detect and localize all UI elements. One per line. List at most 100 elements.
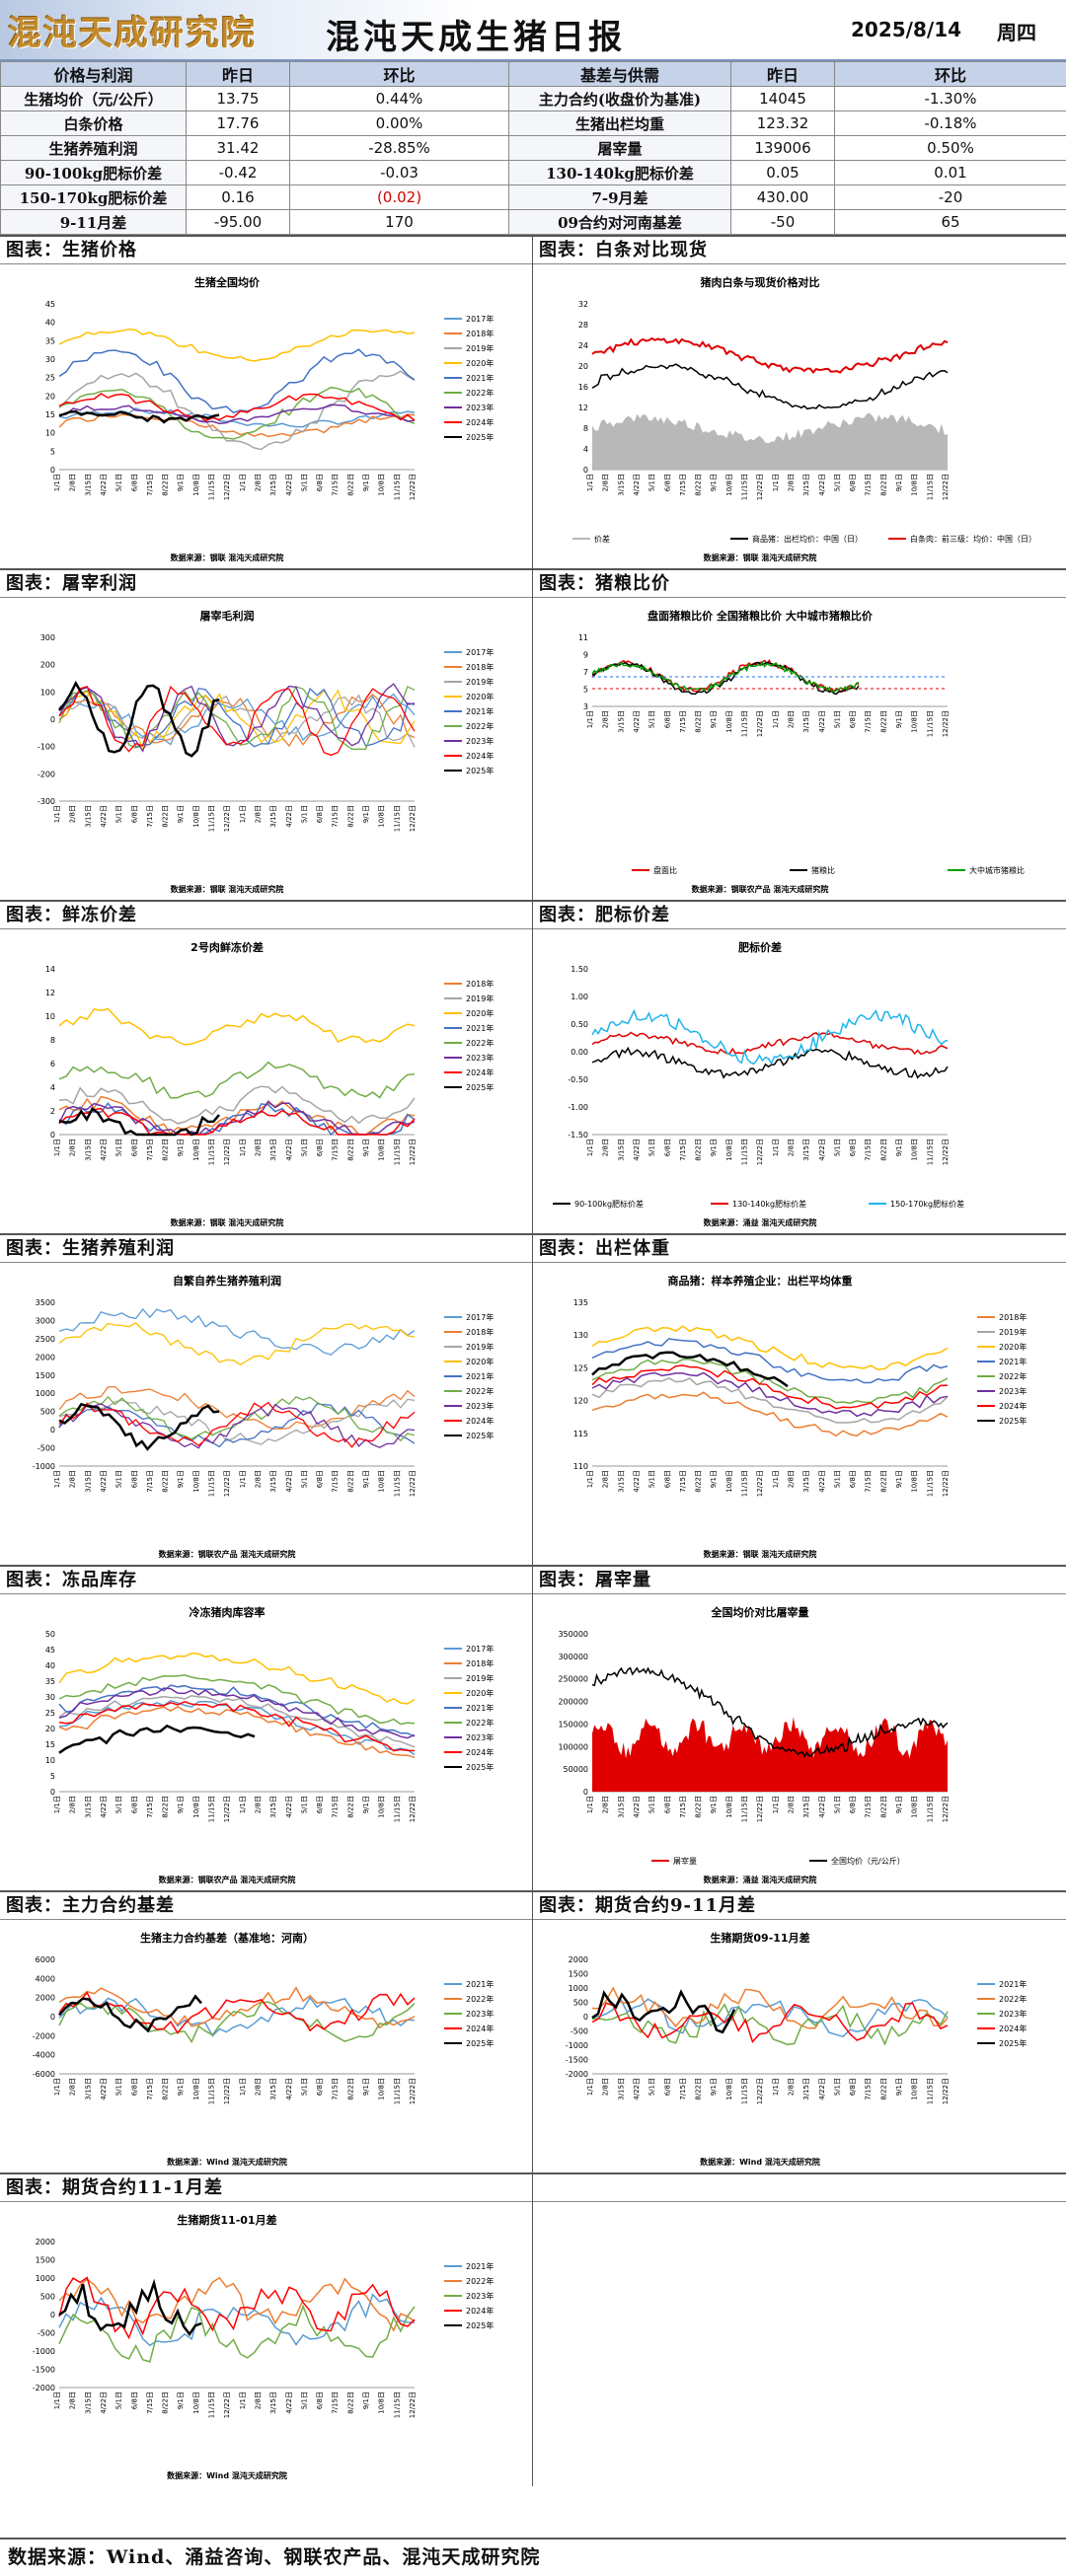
x-tick-label: 11/15日 — [741, 474, 749, 500]
y-tick-label: 10 — [45, 1012, 55, 1021]
y-tick-label: 110 — [573, 1462, 588, 1471]
y-tick-label: -1000 — [33, 1462, 55, 1471]
x-tick-label: 4/22日 — [100, 805, 108, 828]
x-tick-label: 3/15日 — [802, 2078, 810, 2100]
footer-source: 数据来源：Wind、涌益咨询、钢联农产品、混沌天成研究院 — [0, 2538, 1066, 2576]
chart-title: 冷冻猪肉库容率 — [190, 1605, 266, 1619]
x-tick-label: 12/22日 — [756, 1139, 764, 1165]
x-tick-label: 3/15日 — [269, 1796, 277, 1818]
chart-title: 生猪期货11-01月差 — [177, 2213, 276, 2227]
x-tick-label: 5/1日 — [300, 1470, 308, 1488]
x-tick-label: 5/1日 — [115, 1139, 123, 1156]
x-tick-label: 12/22日 — [223, 805, 231, 832]
y-tick-label: 0 — [50, 466, 55, 475]
table-cell: 0.16 — [186, 184, 290, 210]
table-cell: 0.01 — [834, 160, 1066, 185]
table-cell: -1.30% — [834, 86, 1066, 111]
x-tick-label: 12/22日 — [942, 710, 950, 737]
chart-source: 数据来源：Wind 混沌天成研究院 — [167, 2470, 287, 2480]
x-tick-label: 10/8日 — [192, 474, 200, 496]
legend-label: 2022年 — [466, 721, 494, 731]
chart-title: 肥标价差 — [738, 940, 782, 954]
panel-title: 图表：鲜冻价差 — [0, 902, 532, 929]
x-tick-label: 2/8日 — [602, 1139, 610, 1156]
x-tick-label: 1/1日 — [586, 1139, 594, 1156]
legend-label: 2024年 — [466, 2024, 494, 2033]
y-tick-label: 500 — [40, 1408, 55, 1417]
y-tick-label: 0 — [50, 2311, 55, 2319]
legend-label: 2021年 — [466, 1371, 494, 1381]
y-tick-label: 8 — [50, 1036, 55, 1045]
x-tick-label: 7/15日 — [865, 1796, 873, 1818]
x-tick-label: 4/22日 — [818, 1470, 826, 1493]
company-logo: 混沌天成研究院 — [8, 13, 257, 53]
chart-panel: 图表：肥标价差 肥标价差 数据来源：涌益 混沌天成研究院 -1.50 -1.00 -0.5… — [533, 902, 1066, 1233]
x-tick-label: 3/15日 — [617, 1470, 625, 1493]
year-series-line — [58, 680, 220, 758]
x-tick-label: 11/15日 — [741, 2078, 749, 2104]
x-tick-label: 11/15日 — [393, 2392, 401, 2418]
x-tick-label: 11/15日 — [208, 474, 216, 500]
legend-label: 2019年 — [466, 994, 494, 1003]
year-series-line — [58, 2001, 416, 2044]
y-tick-label: 500 — [40, 2293, 55, 2302]
table-header-row: 价格与利润 昨日 环比 基差与供需 昨日 环比 — [0, 61, 1066, 87]
legend-label: 90-100kg肥标价差 — [574, 1199, 644, 1209]
x-tick-label: 5/1日 — [648, 710, 656, 728]
x-tick-label: 10/8日 — [725, 1470, 733, 1493]
x-tick-label: 10/8日 — [911, 474, 919, 496]
x-tick-label: 3/15日 — [269, 474, 277, 496]
table-cell: 生猪均价（元/公斤） — [0, 86, 187, 111]
chart-panel — [533, 2174, 1066, 2486]
chart-title: 猪肉白条与现货价格对比 — [700, 275, 820, 289]
panel-title: 图表：肥标价差 — [533, 902, 1066, 929]
y-tick-label: -0.50 — [568, 1075, 588, 1084]
y-tick-label: 115 — [573, 1430, 588, 1438]
y-tick-label: 32 — [578, 300, 588, 309]
x-tick-label: 6/8日 — [849, 710, 857, 728]
x-tick-label: 11/15日 — [393, 1139, 401, 1165]
hog-grain-ratio-line — [591, 661, 860, 696]
x-tick-label: 4/22日 — [633, 1796, 641, 1818]
year-series-line — [58, 1322, 416, 1365]
x-tick-label: 4/22日 — [633, 1139, 641, 1161]
legend-label: 2018年 — [999, 1312, 1027, 1322]
x-tick-label: 11/15日 — [208, 1796, 216, 1822]
legend-label: 2021年 — [466, 373, 494, 383]
x-tick-label: 11/15日 — [393, 474, 401, 500]
legend-label: 2022年 — [466, 1718, 494, 1728]
x-tick-label: 10/8日 — [378, 1796, 386, 1818]
y-tick-label: 40 — [45, 319, 55, 328]
x-tick-label: 1/1日 — [772, 474, 780, 491]
table-cell: -0.42 — [186, 160, 290, 185]
x-tick-label: 6/8日 — [316, 1470, 324, 1488]
y-tick-label: 30 — [45, 1693, 55, 1702]
x-tick-label: 7/15日 — [332, 2078, 340, 2100]
x-tick-label: 5/1日 — [648, 2078, 656, 2096]
x-tick-label: 1/1日 — [53, 2078, 61, 2096]
table-cell: -28.85% — [289, 135, 509, 161]
y-tick-label: 8 — [583, 424, 588, 433]
year-series-line — [58, 686, 416, 757]
table-cell: 09合约对河南基差 — [508, 209, 731, 235]
x-tick-label: 3/15日 — [802, 1470, 810, 1493]
year-series-line — [58, 2276, 416, 2332]
chart-panel: 图表：期货合约9-11月差 生猪期货09-11月差 数据来源：Wind 混沌天成研究… — [533, 1892, 1066, 2172]
year-series-line — [591, 1391, 949, 1437]
legend-label: 2021年 — [466, 1979, 494, 1989]
x-tick-label: 2/8日 — [787, 1139, 795, 1156]
y-tick-label: 25 — [45, 374, 55, 383]
year-series-line — [58, 1695, 416, 1748]
legend-label: 2024年 — [466, 1747, 494, 1757]
table-cell: 65 — [834, 209, 1066, 235]
year-series-line — [591, 1325, 949, 1370]
y-tick-label: 2000 — [36, 1994, 55, 2003]
x-tick-label: 9/1日 — [177, 805, 185, 823]
year-series-line — [58, 1994, 202, 2033]
year-series-line — [58, 1700, 416, 1752]
legend-label: 2025年 — [999, 2038, 1027, 2048]
legend-label: 2018年 — [466, 662, 494, 672]
